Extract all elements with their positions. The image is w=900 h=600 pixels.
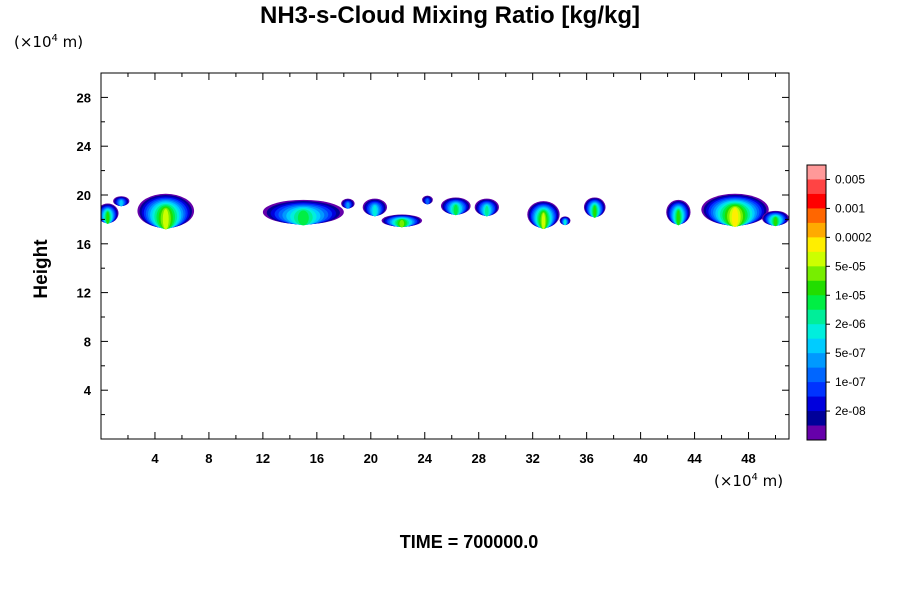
- cloud-feature: [474, 198, 499, 217]
- x-tick-label: 40: [633, 451, 647, 466]
- cloud-contour: [106, 212, 110, 224]
- x-tick-label: 8: [205, 451, 212, 466]
- x-tick-label: 32: [525, 451, 539, 466]
- cloud-contour: [773, 217, 778, 227]
- colorbar-swatch: [807, 193, 826, 209]
- plot-frame: [100, 72, 790, 440]
- cloud-contour: [346, 202, 350, 209]
- colorbar-swatch: [807, 382, 826, 398]
- x-tick-label: 12: [256, 451, 270, 466]
- colorbar-swatch: [807, 266, 826, 282]
- y-tick-label: 20: [77, 188, 91, 203]
- cloud-feature: [666, 199, 691, 226]
- cloud-contour: [399, 219, 405, 228]
- y-axis-unit: (×104 m): [14, 33, 83, 51]
- x-unit-prefix: (×10: [714, 472, 752, 490]
- cloud-contour: [426, 198, 429, 205]
- x-axis-unit: (×104 m): [714, 472, 783, 490]
- colorbar-label: 1e-07: [835, 375, 866, 389]
- cloud-feature: [583, 197, 606, 218]
- cloud-contour: [372, 205, 377, 217]
- x-tick-label: 44: [687, 451, 702, 466]
- colorbar-swatch: [807, 396, 826, 412]
- y-unit-suffix: m): [57, 33, 84, 51]
- cloud-feature: [381, 214, 423, 228]
- plot-area: [101, 73, 789, 439]
- cloud-contour: [541, 213, 546, 230]
- cloud-feature: [362, 198, 387, 217]
- cloud-feature: [440, 197, 471, 216]
- colorbar-label: 0.001: [835, 201, 865, 215]
- cloud-contour: [119, 200, 123, 207]
- y-tick-label: 12: [77, 286, 91, 301]
- x-tick-label: 16: [310, 451, 324, 466]
- colorbar-swatch: [807, 295, 826, 311]
- colorbar-swatch: [807, 222, 826, 238]
- cloud-feature: [422, 195, 433, 205]
- colorbar-swatch: [807, 309, 826, 325]
- x-unit-suffix: m): [757, 472, 784, 490]
- y-unit-prefix: (×10: [14, 33, 52, 51]
- cloud-contour: [593, 206, 597, 218]
- cloud-contour: [564, 219, 566, 226]
- colorbar-swatch: [807, 165, 826, 180]
- colorbar-frame: [806, 164, 827, 441]
- colorbar-swatch: [807, 237, 826, 253]
- x-tick-label: 28: [471, 451, 485, 466]
- x-tick-label: 36: [579, 451, 593, 466]
- x-tick-label: 24: [418, 451, 433, 466]
- x-unit-exponent: 4: [751, 472, 758, 483]
- colorbar-label: 0.005: [835, 172, 865, 186]
- colorbar-swatch: [807, 208, 826, 224]
- colorbar-label: 5e-07: [835, 346, 866, 360]
- cloud-feature: [341, 198, 355, 209]
- x-tick-label: 20: [364, 451, 378, 466]
- colorbar-label: 5e-05: [835, 259, 866, 273]
- colorbar-swatch: [807, 353, 826, 369]
- colorbar-swatch: [807, 367, 826, 383]
- colorbar-swatch: [807, 280, 826, 296]
- cloud-feature: [113, 196, 130, 207]
- cloud-feature: [101, 203, 119, 224]
- colorbar-swatch: [807, 324, 826, 340]
- cloud-contour: [297, 210, 309, 226]
- cloud-contour: [676, 210, 680, 226]
- cloud-feature: [262, 199, 344, 226]
- y-unit-exponent: 4: [51, 33, 58, 44]
- y-tick-label: 28: [77, 90, 91, 105]
- cloud-feature: [701, 193, 769, 227]
- cloud-feature: [559, 216, 571, 226]
- y-tick-label: 24: [77, 139, 92, 154]
- colorbar-swatch: [807, 251, 826, 267]
- y-tick-label: 16: [77, 237, 91, 252]
- cloud-feature: [137, 193, 195, 230]
- cloud-contour: [162, 209, 169, 230]
- chart-title: NH3-s-Cloud Mixing Ratio [kg/kg]: [260, 2, 640, 29]
- colorbar-label: 2e-06: [835, 317, 866, 331]
- cloud-contour: [485, 205, 489, 217]
- cloud-feature: [762, 210, 789, 227]
- colorbar-label: 1e-05: [835, 288, 866, 302]
- cloud-feature: [527, 201, 560, 230]
- cloud-contour: [731, 208, 739, 227]
- y-tick-label: 4: [84, 383, 92, 398]
- y-tick-label: 8: [84, 334, 91, 349]
- colorbar-label: 0.0002: [835, 230, 872, 244]
- cloud-contour: [453, 204, 458, 216]
- colorbar-swatch: [807, 338, 826, 354]
- colorbar-swatch: [807, 425, 826, 441]
- x-tick-label: 48: [741, 451, 755, 466]
- colorbar-swatch: [807, 179, 826, 195]
- colorbar-swatch: [807, 411, 826, 427]
- time-label: TIME = 700000.0: [399, 532, 539, 552]
- colorbar-label: 2e-08: [835, 404, 866, 418]
- y-axis-label: Height: [31, 239, 52, 299]
- x-tick-label: 4: [151, 451, 159, 466]
